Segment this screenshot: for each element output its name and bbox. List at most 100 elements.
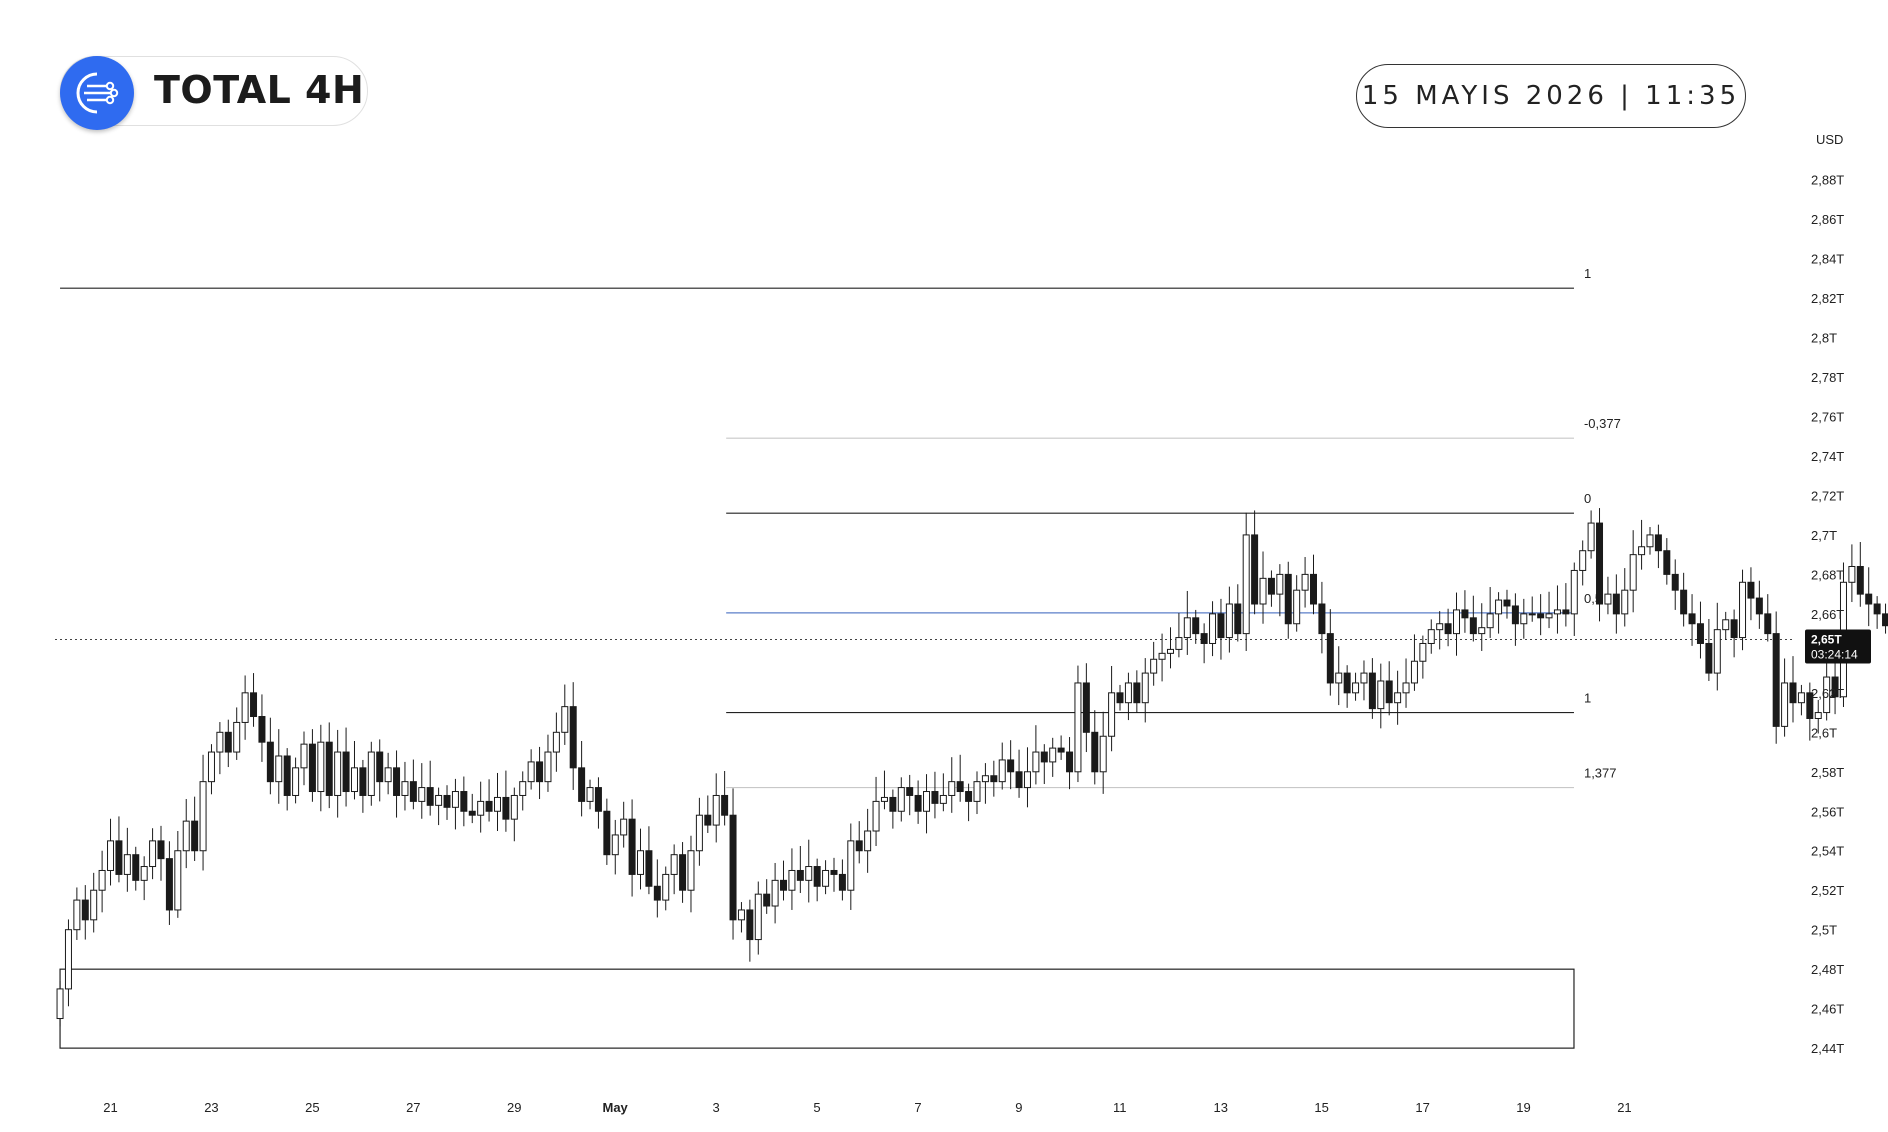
y-tick-label: 2,66T [1811,607,1844,622]
candle-body [1739,581,1747,639]
y-tick-label: 2,68T [1811,567,1844,582]
candle-body [662,873,670,901]
candle-body [1486,613,1494,629]
candle-body [1528,613,1536,616]
candle-body [1722,619,1730,631]
candle-body [275,755,283,783]
candle-body [687,850,695,891]
candle-body [191,820,199,852]
candle-body [1394,692,1402,704]
candle-body [216,731,224,753]
candle-body [1225,603,1233,639]
candle-body [224,731,232,753]
candle-body [1200,633,1208,644]
x-tick-label: 27 [406,1100,420,1115]
candle-body [1848,565,1856,583]
x-tick-label: 25 [305,1100,319,1115]
y-tick-label: 2,72T [1811,488,1844,503]
y-tick-label: 2,74T [1811,449,1844,464]
network-globe-icon [76,72,119,114]
candle-body [1242,534,1250,635]
candle-body [998,759,1006,783]
candle-body [1234,603,1242,635]
candle-body [1343,672,1351,694]
candle-body [1873,603,1881,615]
candle-body [645,850,653,887]
candle-body [1444,623,1452,635]
candle-body [1553,609,1561,615]
candle-body [611,834,619,856]
candle-body [796,869,804,881]
candle-body [157,840,165,860]
candle-body [460,791,468,812]
currency-label: USD [1816,132,1843,147]
logo [60,56,134,130]
candle-body [182,820,190,852]
y-tick-label: 2,82T [1811,291,1844,306]
candle-body [1747,581,1755,599]
candle-body [1570,569,1578,615]
y-tick-label: 2,76T [1811,409,1844,424]
candle-body [855,840,863,852]
candle-body [1360,672,1368,684]
candle-body [594,787,602,812]
candle-body [1469,617,1477,635]
candle-body [250,692,258,718]
x-tick-label: 21 [103,1100,117,1115]
candle-body [283,755,291,796]
x-tick-label: 7 [914,1100,921,1115]
candle-body [1520,613,1528,625]
candle-body [1478,627,1486,635]
candle-body [435,794,443,806]
candle-body [165,858,173,911]
candle-body [578,767,586,802]
y-tick-label: 2,8T [1811,331,1837,346]
candle-body [956,781,964,793]
candle-body [90,889,98,921]
y-tick-label: 2,6T [1811,725,1837,740]
candle-body [1882,613,1888,627]
candle-body [939,794,947,804]
candle-body [569,706,577,769]
candle-body [1108,692,1116,737]
candle-body [1688,613,1696,625]
candle-body [64,929,72,990]
fib-level-label: 1 [1584,266,1591,281]
x-tick-label: 23 [204,1100,218,1115]
candle-body [914,794,922,812]
candle-body [1352,682,1360,694]
candle-body [1511,605,1519,625]
candle-body [241,692,249,723]
candle-body [233,721,241,753]
candle-body [1772,633,1780,727]
candle-body [653,885,661,901]
candle-body [1453,609,1461,635]
candle-body [376,751,384,783]
candle-body [1023,771,1031,789]
candle-body [519,781,527,796]
fib-level-label: 1,377 [1584,766,1617,781]
candle-body [1183,617,1191,639]
x-tick-label: 29 [507,1100,521,1115]
y-tick-label: 2,84T [1811,252,1844,267]
date-pill [1356,64,1746,128]
candle-body [1377,680,1385,710]
candle-body [174,850,182,911]
x-tick-label: 11 [1113,1100,1127,1115]
fib-level-label: -0,377 [1584,416,1621,431]
x-tick-label: 9 [1015,1100,1022,1115]
candle-body [1309,573,1317,605]
candle-body [847,840,855,891]
candle-body [1545,613,1553,619]
candle-body [350,767,358,793]
candle-body [1217,613,1225,639]
candle-body [670,854,678,875]
candle-body [409,781,417,802]
candle-body [1158,652,1166,660]
candle-body [1209,613,1217,644]
candle-body [1007,759,1015,773]
y-tick-label: 2,46T [1811,1002,1844,1017]
candle-body [712,794,720,826]
candle-body [1175,637,1183,650]
